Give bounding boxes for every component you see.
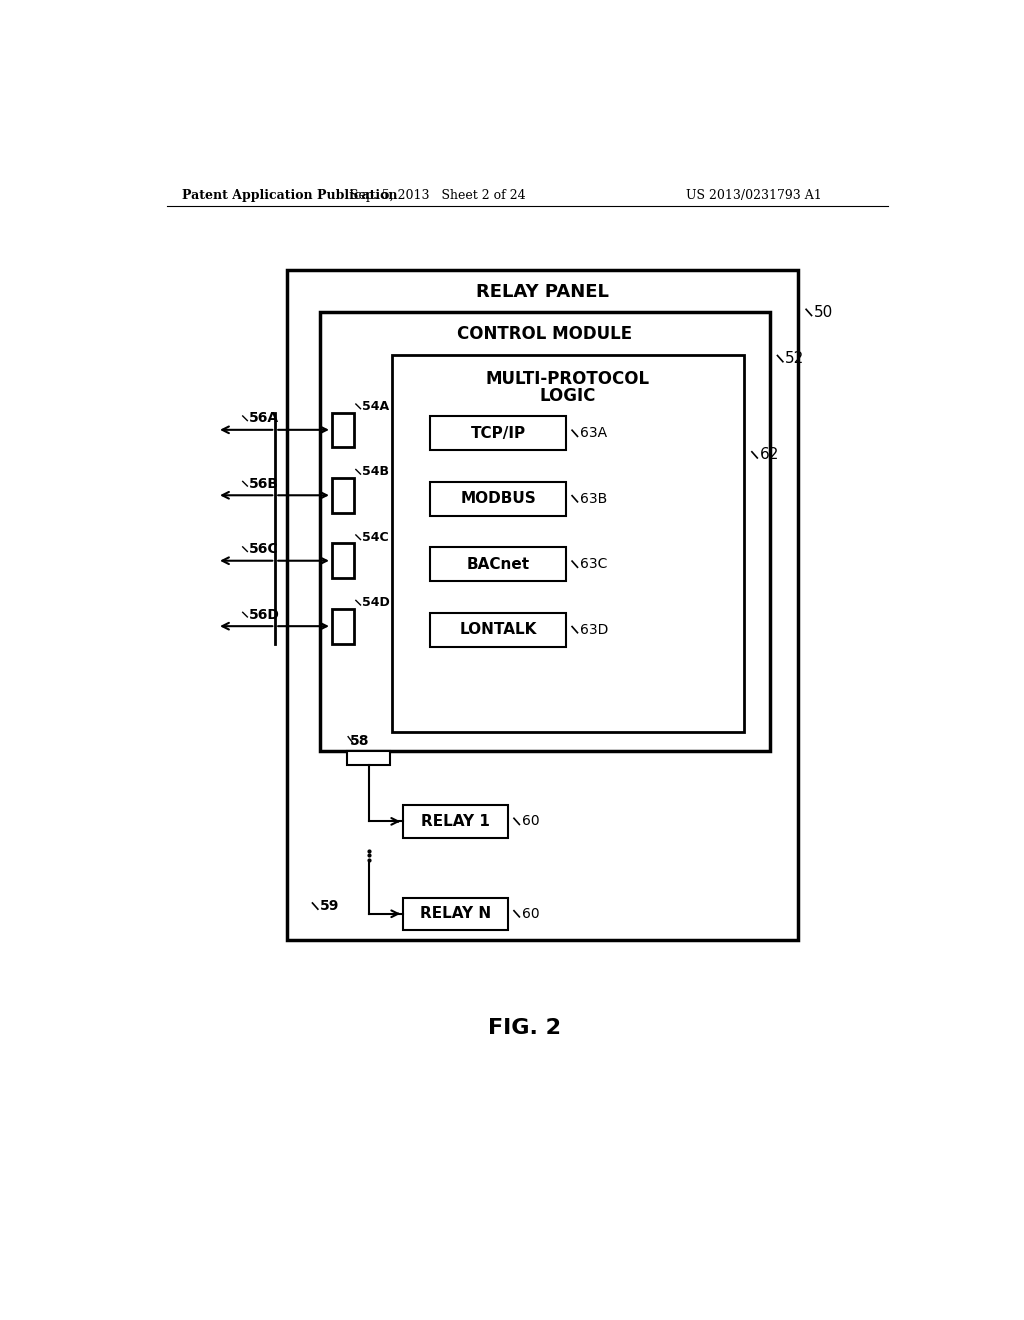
Text: US 2013/0231793 A1: US 2013/0231793 A1 [686, 189, 821, 202]
Text: 63B: 63B [580, 492, 607, 506]
Text: 56B: 56B [249, 477, 279, 491]
Text: CONTROL MODULE: CONTROL MODULE [458, 325, 633, 343]
Text: Sep. 5, 2013   Sheet 2 of 24: Sep. 5, 2013 Sheet 2 of 24 [350, 189, 525, 202]
Bar [332, 478, 353, 512]
Text: 58: 58 [349, 734, 369, 747]
Text: 56D: 56D [249, 607, 280, 622]
Text: BACnet: BACnet [467, 557, 529, 572]
Text: TCP/IP: TCP/IP [470, 426, 525, 441]
Text: 52: 52 [785, 351, 805, 366]
Text: 63C: 63C [580, 557, 607, 572]
Bar [391, 355, 744, 733]
Text: LOGIC: LOGIC [540, 387, 596, 405]
Text: 54C: 54C [362, 531, 389, 544]
Text: 62: 62 [760, 447, 779, 462]
Text: 60: 60 [521, 814, 540, 829]
Bar [287, 271, 799, 940]
Bar [347, 751, 390, 766]
Text: 56C: 56C [249, 543, 279, 556]
Text: 50: 50 [814, 305, 834, 319]
Text: RELAY PANEL: RELAY PANEL [476, 282, 609, 301]
Bar [430, 548, 566, 581]
Bar [430, 612, 566, 647]
Bar [332, 609, 353, 644]
Text: Patent Application Publication: Patent Application Publication [182, 189, 397, 202]
Text: 54D: 54D [362, 597, 390, 610]
Text: 63D: 63D [580, 623, 608, 636]
Bar [430, 482, 566, 516]
Bar [403, 805, 508, 838]
Text: MULTI-PROTOCOL: MULTI-PROTOCOL [485, 371, 650, 388]
Text: 56A: 56A [249, 412, 279, 425]
Bar [403, 898, 508, 929]
Text: LONTALK: LONTALK [460, 622, 537, 638]
Bar [430, 416, 566, 450]
Text: RELAY 1: RELAY 1 [421, 814, 489, 829]
Text: MODBUS: MODBUS [460, 491, 536, 507]
Bar [332, 544, 353, 578]
Text: 60: 60 [521, 907, 540, 921]
Text: 54B: 54B [362, 465, 389, 478]
Text: FIG. 2: FIG. 2 [488, 1019, 561, 1039]
Text: 59: 59 [321, 899, 340, 913]
Text: 63A: 63A [580, 426, 607, 441]
Bar [321, 313, 770, 751]
Text: RELAY N: RELAY N [420, 907, 490, 921]
Bar [332, 413, 353, 447]
Text: 54A: 54A [362, 400, 389, 413]
